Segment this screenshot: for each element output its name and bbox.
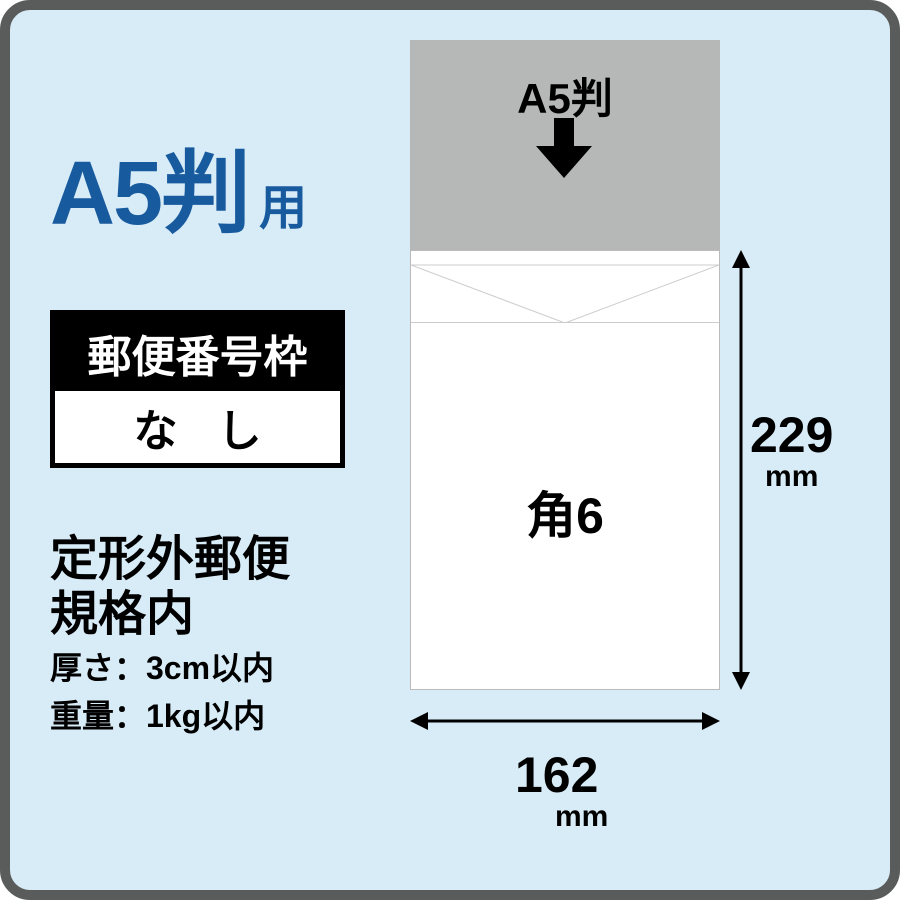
postal-code-box: 郵便番号枠 なし — [50, 310, 345, 468]
a5-paper-label: A5判 — [500, 65, 630, 126]
width-unit: mm — [555, 800, 608, 833]
height-dimension-label: 229 mm — [750, 410, 833, 493]
spec-line-1: 定形外郵便 — [50, 532, 290, 587]
height-value: 229 — [750, 407, 833, 463]
title-block: A5判 用 — [50, 120, 307, 250]
spec-thickness: 厚さ：3cm以内 — [50, 648, 290, 690]
height-dimension-arrow — [732, 250, 750, 695]
envelope: 角6 — [410, 250, 720, 690]
width-dimension-label: 162 mm — [505, 750, 608, 833]
arrow-down-icon — [536, 118, 592, 183]
spec-line-2: 規格内 — [50, 587, 290, 642]
spec-weight: 重量：1kg以内 — [50, 696, 290, 738]
info-panel: A5判 用 郵便番号枠 なし 定形外郵便 規格内 厚さ：3cm以内 重量：1kg… — [0, 0, 900, 900]
title-suffix: 用 — [259, 168, 307, 238]
postal-header: 郵便番号枠 — [55, 315, 340, 391]
spec-block: 定形外郵便 規格内 厚さ：3cm以内 重量：1kg以内 — [50, 532, 290, 738]
height-unit: mm — [750, 460, 833, 493]
postal-value: なし — [55, 391, 340, 463]
width-value: 162 — [515, 747, 598, 803]
width-dimension-arrow — [410, 712, 720, 735]
envelope-flap — [411, 251, 719, 323]
title-main: A5判 — [50, 120, 249, 250]
envelope-size-label: 角6 — [411, 476, 719, 548]
